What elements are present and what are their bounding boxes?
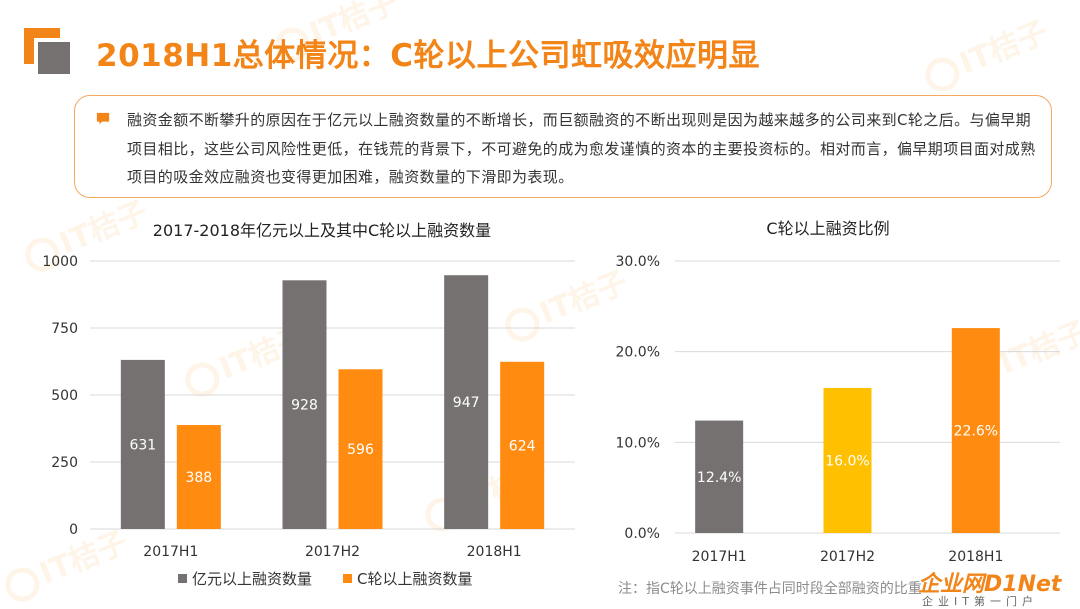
bar [176, 425, 221, 529]
bar [338, 369, 383, 529]
y-tick-label: 250 [51, 455, 78, 471]
bar [500, 361, 545, 529]
x-tick-label: 2018H1 [467, 544, 522, 560]
bar [823, 387, 872, 533]
d1net-logo-sub: 企业IT第一门户 [922, 595, 1038, 608]
x-tick-label: 2017H1 [143, 544, 198, 560]
legend-swatch [343, 574, 352, 583]
bar [951, 328, 1000, 533]
y-tick-label: 1000 [42, 254, 78, 270]
speech-bubble-icon [96, 112, 110, 125]
x-tick-label: 2017H2 [305, 544, 360, 560]
data-label: 16.0% [825, 453, 869, 469]
data-label: 596 [347, 442, 374, 458]
y-tick-label: 0.0% [624, 526, 660, 542]
summary-note: 融资金额不断攀升的原因在于亿元以上融资数量的不断增长，而巨额融资的不断出现则是因… [74, 95, 1052, 198]
y-tick-label: 750 [51, 321, 78, 337]
data-label: 631 [129, 437, 156, 453]
footnote: 注：指C轮以上融资事件占同时段全部融资的比重 [618, 581, 922, 597]
data-label: 388 [185, 470, 212, 486]
d1net-logo-main: 企业网D1Net [918, 572, 1062, 597]
data-label: 928 [291, 398, 318, 414]
x-tick-label: 2017H2 [820, 549, 875, 565]
d1net-logo: 企业网D1Net 企业IT第一门户 [918, 566, 1080, 608]
y-tick-label: 30.0% [616, 254, 660, 270]
summary-text: 融资金额不断攀升的原因在于亿元以上融资数量的不断增长，而巨额融资的不断出现则是因… [127, 111, 1036, 186]
y-tick-label: 0 [69, 522, 78, 538]
legend-label: C轮以上融资数量 [357, 570, 472, 588]
bar [444, 275, 489, 529]
chart-title: C轮以上融资比例 [766, 219, 889, 238]
legend-swatch [178, 574, 187, 583]
bar [282, 280, 327, 529]
x-tick-label: 2018H1 [948, 549, 1003, 565]
x-tick-label: 2017H1 [692, 549, 747, 565]
bar [695, 420, 744, 533]
data-label: 12.4% [697, 470, 741, 486]
y-tick-label: 500 [51, 388, 78, 404]
y-tick-label: 20.0% [616, 345, 660, 361]
data-label: 624 [509, 438, 536, 454]
legend-label: 亿元以上融资数量 [192, 570, 312, 588]
page-title: 2018H1总体情况：C轮以上公司虹吸效应明显 [96, 38, 761, 74]
data-label: 947 [453, 395, 480, 411]
bar [120, 359, 165, 529]
data-label: 22.6% [954, 424, 998, 440]
y-tick-label: 10.0% [616, 435, 660, 451]
chart-title: 2017-2018年亿元以上及其中C轮以上融资数量 [153, 221, 491, 240]
header-logo-icon [24, 28, 84, 80]
